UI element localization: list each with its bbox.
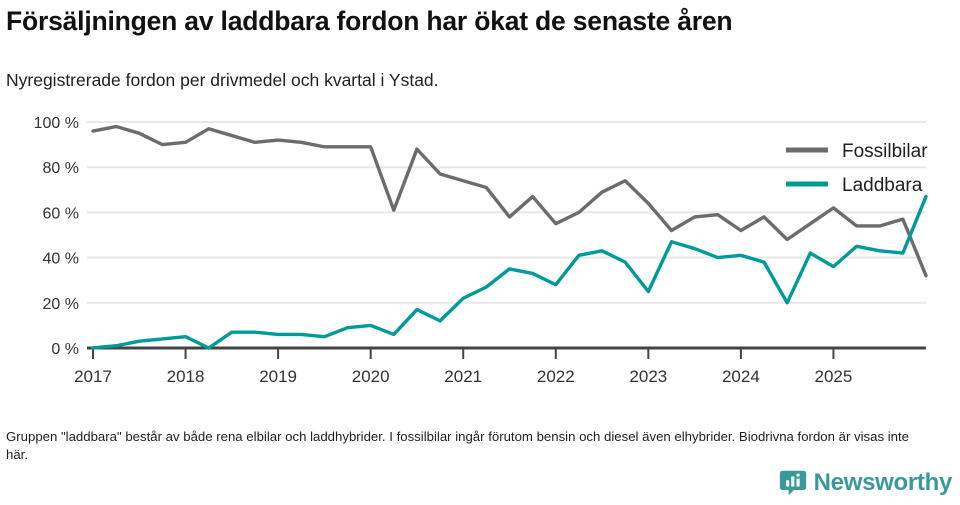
y-tick-label: 20 % — [43, 296, 79, 313]
newsworthy-logo[interactable]: Newsworthy — [779, 469, 952, 497]
chart-footnote: Gruppen "laddbara" består av både rena e… — [6, 429, 909, 462]
x-axis-tick-labels: 2017 2018 2019 2020 2021 2022 2023 2024 2025 — [74, 367, 852, 386]
y-tick-label: 100 % — [34, 115, 79, 132]
y-tick-label: 60 % — [43, 205, 79, 222]
x-tick-label: 2017 — [74, 367, 112, 386]
x-tick-label: 2023 — [629, 367, 667, 386]
x-tick-label: 2024 — [722, 367, 760, 386]
x-axis-ticks — [92, 348, 835, 359]
legend-label: Fossilbilar — [842, 141, 928, 162]
legend-label: Laddbara — [842, 175, 923, 196]
x-tick-label: 2020 — [352, 367, 390, 386]
x-tick-label: 2021 — [444, 367, 482, 386]
x-tick-label: 2019 — [259, 367, 297, 386]
y-axis-tick-labels: 0 % 20 % 40 % 60 % 80 % 100 % — [34, 115, 79, 358]
x-tick-label: 2018 — [167, 367, 205, 386]
x-tick-label: 2025 — [815, 367, 853, 386]
chart-legend: Fossilbilar Laddbara — [786, 141, 928, 196]
newsworthy-logo-text: Newsworthy — [813, 469, 953, 496]
line-chart: 0 % 20 % 40 % 60 % 80 % 100 % 2017 2018 2019 202… — [0, 108, 960, 393]
page-subtitle: Nyregistrerade fordon per drivmedel och … — [6, 70, 439, 90]
series-lines — [91, 124, 928, 350]
series-line-laddbara — [91, 194, 928, 350]
y-tick-label: 80 % — [43, 160, 79, 177]
series-line-fossilbilar — [91, 124, 928, 278]
bar-chart-speech-bubble-icon — [779, 470, 806, 496]
y-tick-label: 0 % — [51, 341, 79, 358]
page-title: Försäljningen av laddbara fordon har öka… — [6, 6, 733, 36]
x-tick-label: 2022 — [537, 367, 575, 386]
chart-canvas: 0 % 20 % 40 % 60 % 80 % 100 % 2017 2018 2019 202… — [34, 115, 929, 386]
y-tick-label: 40 % — [43, 251, 79, 268]
